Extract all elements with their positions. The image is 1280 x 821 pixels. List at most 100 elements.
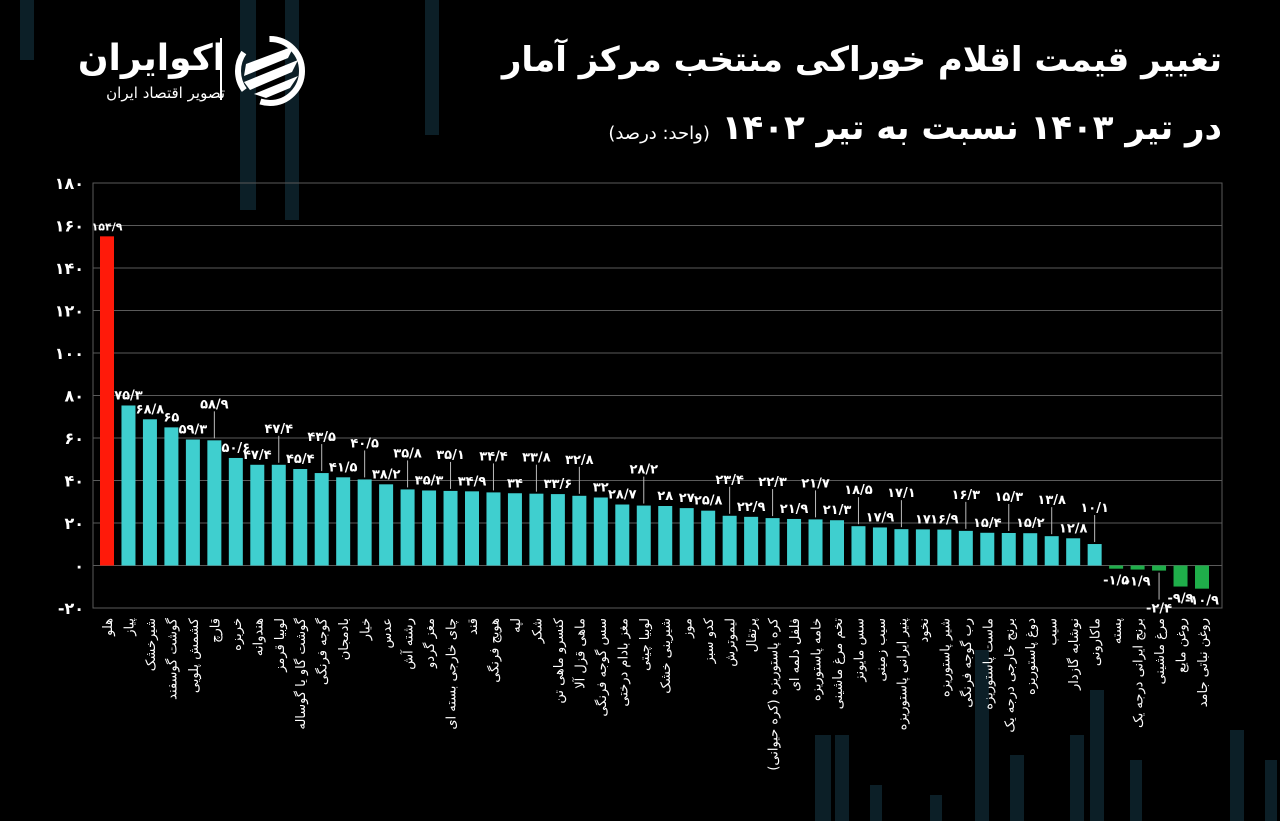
value-label: ۱۷/۱ <box>887 486 916 501</box>
bar <box>1001 532 1016 566</box>
decor-column <box>20 0 34 60</box>
x-axis: هلو پیاز شیرخشک گوشت گوسفند کشمش پلویی قارچ خر… <box>101 617 1211 770</box>
category-label: قارچ <box>208 618 223 643</box>
category-label: ماکارونی <box>1089 618 1104 666</box>
bars <box>100 236 1209 589</box>
bar <box>658 506 673 566</box>
bar <box>228 457 243 566</box>
value-label: ۴۵/۴ <box>286 452 315 467</box>
value-label: ۷۵/۳ <box>114 388 143 403</box>
value-label: -۹/۹ <box>1168 592 1194 607</box>
bar <box>121 405 136 566</box>
bar <box>1109 565 1124 569</box>
decor-column <box>975 650 989 821</box>
bar <box>1152 565 1167 571</box>
category-label: هویج فرنگی <box>486 618 502 683</box>
bar <box>744 516 759 566</box>
bar <box>787 518 802 566</box>
category-label: پنیر ایرانی پاستوریزه <box>895 618 910 731</box>
decor-column <box>1090 690 1104 821</box>
category-label: پرتقال <box>745 618 760 653</box>
category-label: تخم مرغ ماشینی <box>831 618 846 710</box>
category-label: کدو سبز <box>702 617 717 664</box>
bar <box>722 515 737 566</box>
bar <box>808 519 823 566</box>
value-label: -۱۰/۹ <box>1185 594 1219 609</box>
y-tick-label: ۱۴۰ <box>55 259 84 278</box>
value-label: ۱۳/۸ <box>1037 493 1066 508</box>
bar <box>701 510 716 566</box>
value-label: ۱۶/۹ <box>930 513 959 528</box>
value-label: ۲۸/۷ <box>608 488 637 503</box>
category-label: نوشابه گازدار <box>1066 618 1082 691</box>
category-label: کنسرو ماهی تن <box>552 617 567 703</box>
value-label: ۳۵/۱ <box>436 448 465 463</box>
value-label: ۴۷/۴ <box>264 422 293 437</box>
value-label: ۵۹/۳ <box>179 422 208 437</box>
category-label: مغز گردو <box>422 618 438 669</box>
bar <box>872 527 887 566</box>
category-label: روغن نباتی جامد <box>1196 618 1211 707</box>
category-label: لوبیا قرمز <box>273 618 288 673</box>
bar <box>207 440 222 566</box>
category-label: گوشت گاو یا گوساله <box>293 617 309 729</box>
bar <box>572 495 587 566</box>
value-label: ۲۳/۴ <box>715 473 744 488</box>
bar <box>443 490 458 566</box>
bar <box>314 473 329 566</box>
value-label: ۱۵۴/۹ <box>92 220 123 233</box>
value-label: ۳۲/۸ <box>565 453 594 468</box>
decor-column <box>815 735 831 821</box>
value-label: -۲/۴ <box>1146 602 1172 617</box>
logo: اکوایران تصویر اقتصاد ایران <box>50 34 310 109</box>
value-label: ۱۷/۹ <box>866 510 895 525</box>
value-label: ۴۰/۵ <box>350 436 379 451</box>
bar <box>185 439 200 566</box>
category-label: نخود <box>917 618 932 643</box>
chart-subtitle: در تیر ۱۴۰۳ نسبت به تیر ۱۴۰۲ (واحد: درصد… <box>608 106 1222 156</box>
category-label: رشته آش <box>400 618 417 670</box>
category-label: لپه <box>509 618 524 633</box>
category-label: خامه پاستوریزه <box>810 618 825 701</box>
value-label: ۳۵/۳ <box>415 473 444 488</box>
background-decoration <box>20 0 1277 821</box>
value-label: ۲۸ <box>657 489 673 504</box>
value-label: ۱۵/۲ <box>1016 516 1045 531</box>
y-tick-label: ۰ <box>74 557 84 576</box>
value-label: ۲۲/۹ <box>737 500 766 515</box>
bar <box>422 490 437 566</box>
decor-column <box>870 785 882 821</box>
bar <box>379 484 394 566</box>
value-label: ۲۸/۲ <box>629 463 658 478</box>
value-label: ۱۷ <box>915 512 931 527</box>
category-label: روغن مایع <box>1175 618 1190 673</box>
logo-mark-icon <box>235 36 305 106</box>
value-label: ۲۱/۹ <box>780 502 809 517</box>
value-label: ۴۱/۵ <box>329 460 358 475</box>
bar <box>958 530 973 566</box>
unit-label: (واحد: درصد) <box>608 123 710 144</box>
category-label: خربزه <box>230 618 245 651</box>
value-label: -۱/۵ <box>1103 574 1129 589</box>
category-label: سس گوجه فرنگی <box>594 618 610 717</box>
value-label: ۱۶/۳ <box>952 488 981 503</box>
bar <box>507 493 522 566</box>
bar <box>1044 536 1059 566</box>
y-tick-label: ۱۶۰ <box>55 217 84 236</box>
value-label: ۱۵/۳ <box>994 490 1023 505</box>
category-label: بادمجان <box>337 618 352 660</box>
value-label: ۲۱/۳ <box>823 503 852 518</box>
value-label: ۳۲ <box>593 481 609 496</box>
category-label: لوبیا چیتی <box>638 618 653 671</box>
bar <box>357 479 372 566</box>
chart-title: تغییر قیمت اقلام خوراکی منتخب مرکز آمار <box>501 40 1222 80</box>
decor-column <box>425 0 439 135</box>
bar <box>1087 544 1102 566</box>
category-label: رب گوجه فرنگی <box>959 618 975 708</box>
bar <box>1173 565 1188 587</box>
value-label: ۲۲/۳ <box>758 475 787 490</box>
bar <box>915 529 930 566</box>
value-label: ۱۵/۴ <box>973 516 1002 531</box>
decor-column <box>240 0 256 210</box>
